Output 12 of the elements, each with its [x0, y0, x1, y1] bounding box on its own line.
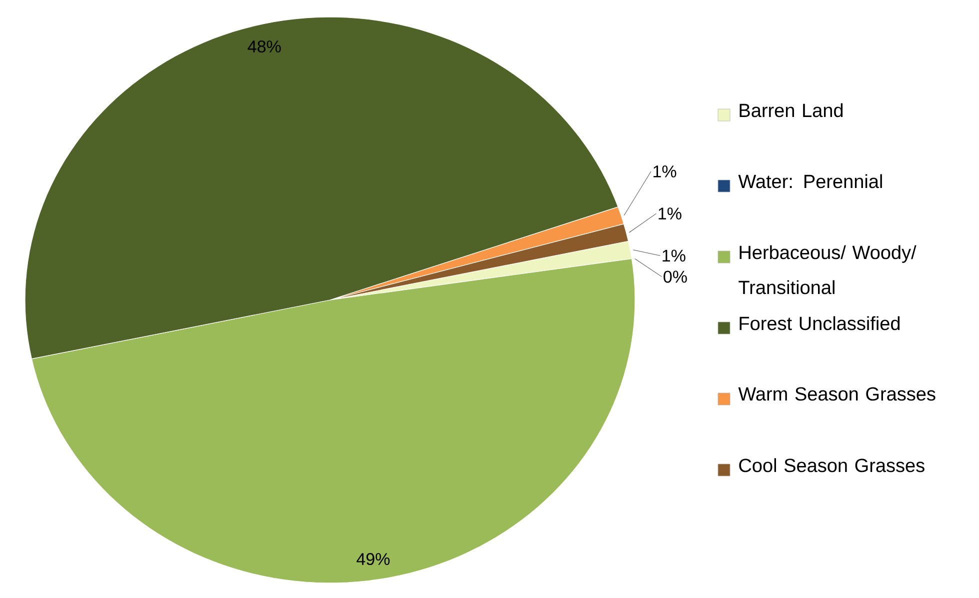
- data-label: 1%: [658, 208, 682, 220]
- data-label: 1%: [654, 165, 676, 178]
- legend-label: Forest Unclassified: [740, 316, 900, 330]
- legend-label: Barren Land: [740, 103, 843, 118]
- data-label: 1%: [662, 250, 686, 262]
- legend-label: Herbaceous/ Woody/ Transitional: [738, 245, 916, 294]
- legend-label: Warm Season Grasses: [738, 387, 936, 401]
- text: 0%: [664, 270, 687, 283]
- data-label: 49%: [356, 553, 390, 566]
- legend-label: Cool Season Grasses: [739, 458, 924, 472]
- legend-label: Water: Perennial: [738, 174, 882, 188]
- data-label: 48%: [248, 40, 281, 53]
